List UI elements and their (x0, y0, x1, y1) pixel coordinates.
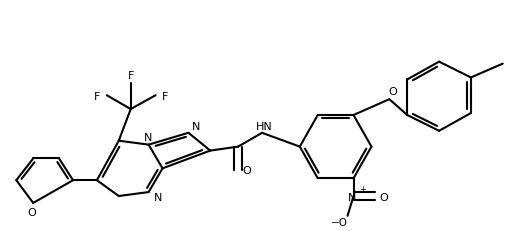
Text: N: N (153, 192, 162, 202)
Text: O: O (379, 192, 388, 202)
Text: N: N (143, 132, 152, 142)
Text: −O: −O (331, 217, 348, 227)
Text: O: O (28, 207, 37, 217)
Text: +: + (359, 184, 366, 193)
Text: F: F (127, 71, 134, 81)
Text: F: F (93, 92, 100, 102)
Text: HN: HN (255, 121, 272, 131)
Text: N: N (192, 121, 201, 131)
Text: N: N (348, 192, 357, 202)
Text: O: O (243, 166, 252, 176)
Text: O: O (388, 87, 397, 97)
Text: F: F (162, 92, 169, 102)
